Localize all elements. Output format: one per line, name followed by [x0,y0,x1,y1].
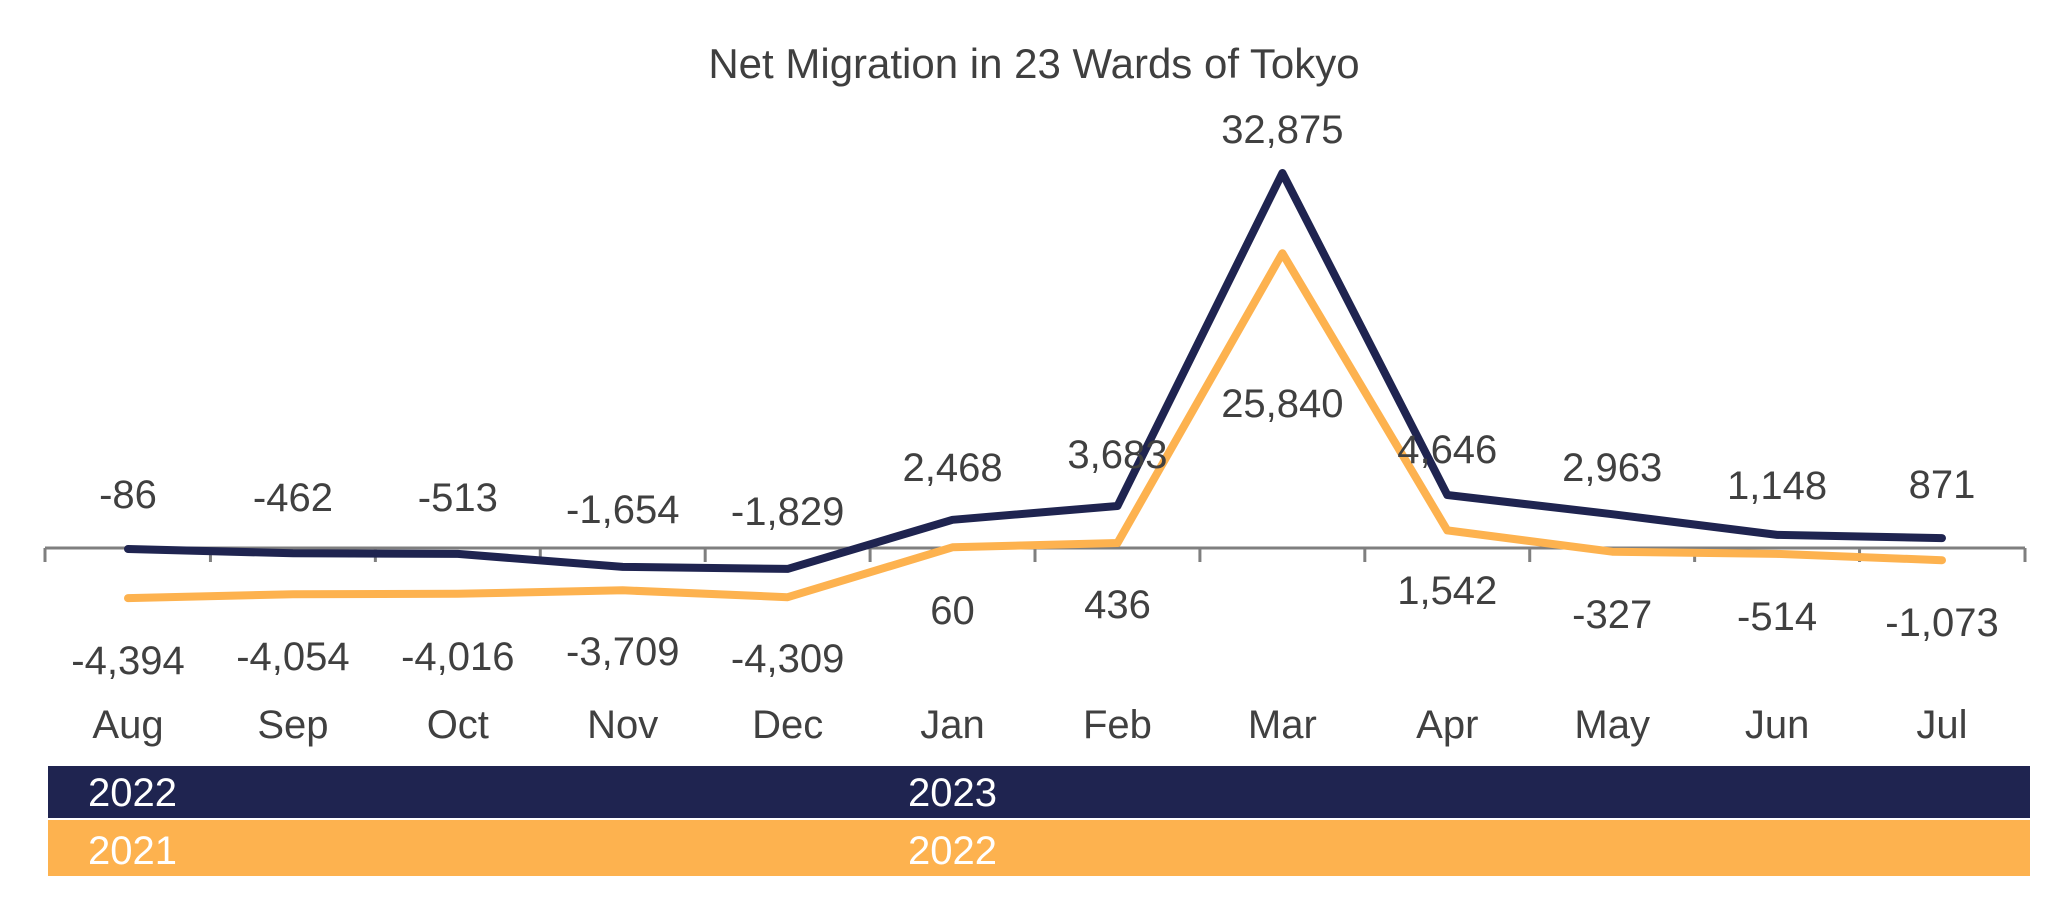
data-label-navy: 2,963 [1562,446,1662,490]
year-band-start-label: 2021 [88,829,177,873]
data-label-navy: 3,683 [1067,433,1167,477]
year-band-navy [48,766,2030,818]
month-label: May [1574,703,1650,747]
data-label-orange: -327 [1572,593,1652,637]
data-label-navy: -513 [418,476,498,520]
month-label: Jul [1916,703,1967,747]
data-label-orange: -4,054 [236,635,349,679]
month-label: Feb [1083,703,1152,747]
series-line-navy [124,169,1946,573]
data-label-orange: -3,709 [566,630,679,674]
month-label: Apr [1416,703,1478,747]
data-label-navy: -86 [99,473,157,517]
data-label-navy: -1,829 [731,490,844,534]
data-label-navy: 1,148 [1727,464,1827,508]
data-label-orange: -4,016 [401,635,514,679]
data-label-orange: 60 [930,589,975,633]
data-label-navy: 32,875 [1221,108,1343,152]
data-label-orange: 436 [1084,583,1151,627]
month-label: Aug [92,703,163,747]
year-band-start-label: 2022 [88,771,177,815]
series-line-orange [124,249,1946,603]
year-band-orange [48,820,2030,876]
data-label-navy: -1,654 [566,488,679,532]
year-bands: 2022 2023 2021 2022 [48,766,2030,876]
data-label-orange: -514 [1737,595,1817,639]
data-label-orange: 25,840 [1221,382,1343,426]
month-label: Mar [1248,703,1317,747]
month-label: Jan [920,703,985,747]
data-labels: -86 -462 -513 -1,654 -1,829 2,468 3,683 32,875 4… [71,108,1998,683]
data-label-orange: -4,394 [71,639,184,683]
data-label-navy: 4,646 [1397,428,1497,472]
data-label-orange: 1,542 [1397,569,1497,613]
month-label: Sep [257,703,328,747]
month-tick-labels: Aug Sep Oct Nov Dec Jan Feb Mar Apr May Jun Jul [92,703,1967,747]
chart-title: Net Migration in 23 Wards of Tokyo [708,40,1359,87]
series-lines [124,169,1946,603]
year-band-jan-label: 2023 [908,771,997,815]
data-label-navy: 871 [1909,463,1976,507]
data-label-orange: -1,073 [1885,601,1998,645]
month-label: Oct [427,703,489,747]
month-label: Nov [587,703,658,747]
month-label: Dec [752,703,823,747]
data-label-orange: -4,309 [731,637,844,681]
month-label: Jun [1745,703,1810,747]
data-label-navy: -462 [253,476,333,520]
year-band-jan-label: 2022 [908,829,997,873]
data-label-navy: 2,468 [902,446,1002,490]
